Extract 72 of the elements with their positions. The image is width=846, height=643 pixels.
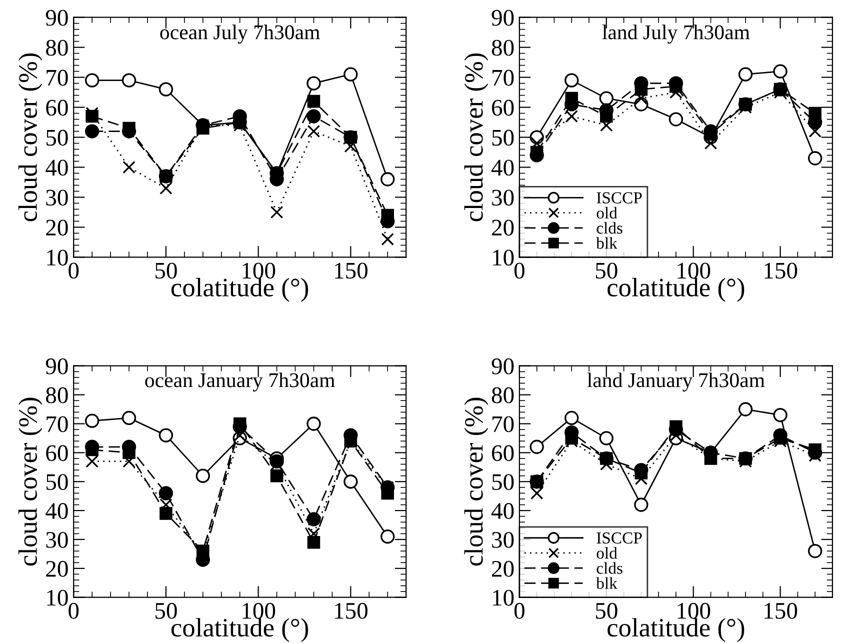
legend-label: clds (596, 562, 622, 574)
legend-label: old (596, 547, 618, 559)
x-tick-label: 150 (764, 602, 798, 619)
x-tick-label: 50 (596, 602, 618, 619)
y-tick-label: 70 (46, 70, 68, 86)
y-tick-label: 90 (46, 10, 68, 26)
y-tick-label: 20 (492, 560, 514, 577)
y-tick-label: 20 (46, 560, 68, 577)
legend-label: ISCCP (596, 532, 642, 544)
chart-title: ocean January 7h30am (145, 372, 335, 392)
y-axis-title: cloud cover (%) (18, 398, 42, 566)
y-tick-label: 50 (46, 474, 68, 490)
y-tick-label: 70 (492, 70, 514, 86)
y-tick-label: 90 (46, 358, 68, 374)
y-tick-label: 50 (492, 474, 514, 490)
x-tick-label: 0 (514, 602, 524, 619)
y-tick-label: 30 (492, 190, 514, 206)
y-tick-label: 30 (46, 190, 68, 206)
x-tick-label: 50 (156, 602, 177, 619)
x-tick-label: 0 (514, 262, 524, 279)
y-tick-label: 90 (492, 358, 514, 374)
y-tick-label: 50 (46, 130, 68, 146)
legend-label: blk (596, 577, 618, 589)
legend-label: ISCCP (596, 192, 642, 204)
y-tick-label: 60 (46, 100, 68, 116)
x-tick-label: 100 (678, 602, 710, 619)
x-tick-label: 100 (678, 262, 710, 279)
y-tick-label: 60 (492, 445, 514, 462)
y-tick-label: 40 (491, 503, 514, 519)
y-tick-label: 50 (492, 130, 514, 146)
y-tick-label: 20 (492, 220, 514, 236)
x-tick-label: 0 (68, 602, 79, 619)
y-tick-label: 80 (46, 387, 68, 404)
y-tick-label: 40 (46, 160, 68, 176)
x-tick-label: 150 (764, 262, 798, 279)
x-tick-label: 100 (242, 602, 276, 619)
x-axis-title: colatitude (°) (608, 278, 744, 302)
y-tick-label: 70 (46, 416, 68, 432)
y-tick-label: 80 (46, 40, 68, 56)
x-tick-label: 50 (156, 262, 177, 279)
legend-label: clds (596, 222, 622, 234)
x-tick-label: 50 (596, 262, 618, 279)
y-tick-label: 70 (492, 416, 514, 432)
y-tick-label: 10 (493, 250, 514, 266)
legend-label: blk (596, 237, 618, 249)
y-tick-label: 40 (46, 503, 68, 519)
y-tick-label: 10 (493, 590, 514, 606)
y-tick-label: 30 (492, 532, 514, 548)
y-tick-label: 60 (492, 100, 514, 116)
legend-label: old (596, 206, 618, 219)
x-tick-label: 150 (335, 602, 368, 619)
x-tick-label: 0 (68, 262, 79, 279)
y-tick-label: 90 (492, 10, 514, 26)
x-axis-title: colatitude (°) (608, 618, 744, 642)
y-tick-label: 40 (491, 160, 514, 176)
chart-title: ocean July 7h30am (160, 24, 320, 44)
y-tick-label: 10 (47, 590, 68, 606)
y-tick-label: 20 (46, 220, 68, 236)
y-tick-label: 80 (492, 40, 514, 56)
y-tick-label: 80 (492, 387, 514, 404)
y-tick-label: 30 (46, 532, 68, 548)
y-tick-label: 60 (46, 445, 68, 462)
y-axis-title: cloud cover (%) (464, 398, 488, 566)
x-tick-label: 100 (242, 262, 276, 279)
y-axis-title: cloud cover (%) (464, 53, 488, 222)
x-axis-title: colatitude (°) (171, 618, 308, 642)
x-axis-title: colatitude (°) (171, 278, 308, 302)
y-axis-title: cloud cover (%) (18, 53, 42, 222)
x-tick-label: 150 (335, 262, 368, 279)
chart-title: land July 7h30am (602, 24, 750, 44)
chart-title: land January 7h30am (587, 372, 765, 392)
y-tick-label: 10 (47, 250, 68, 266)
